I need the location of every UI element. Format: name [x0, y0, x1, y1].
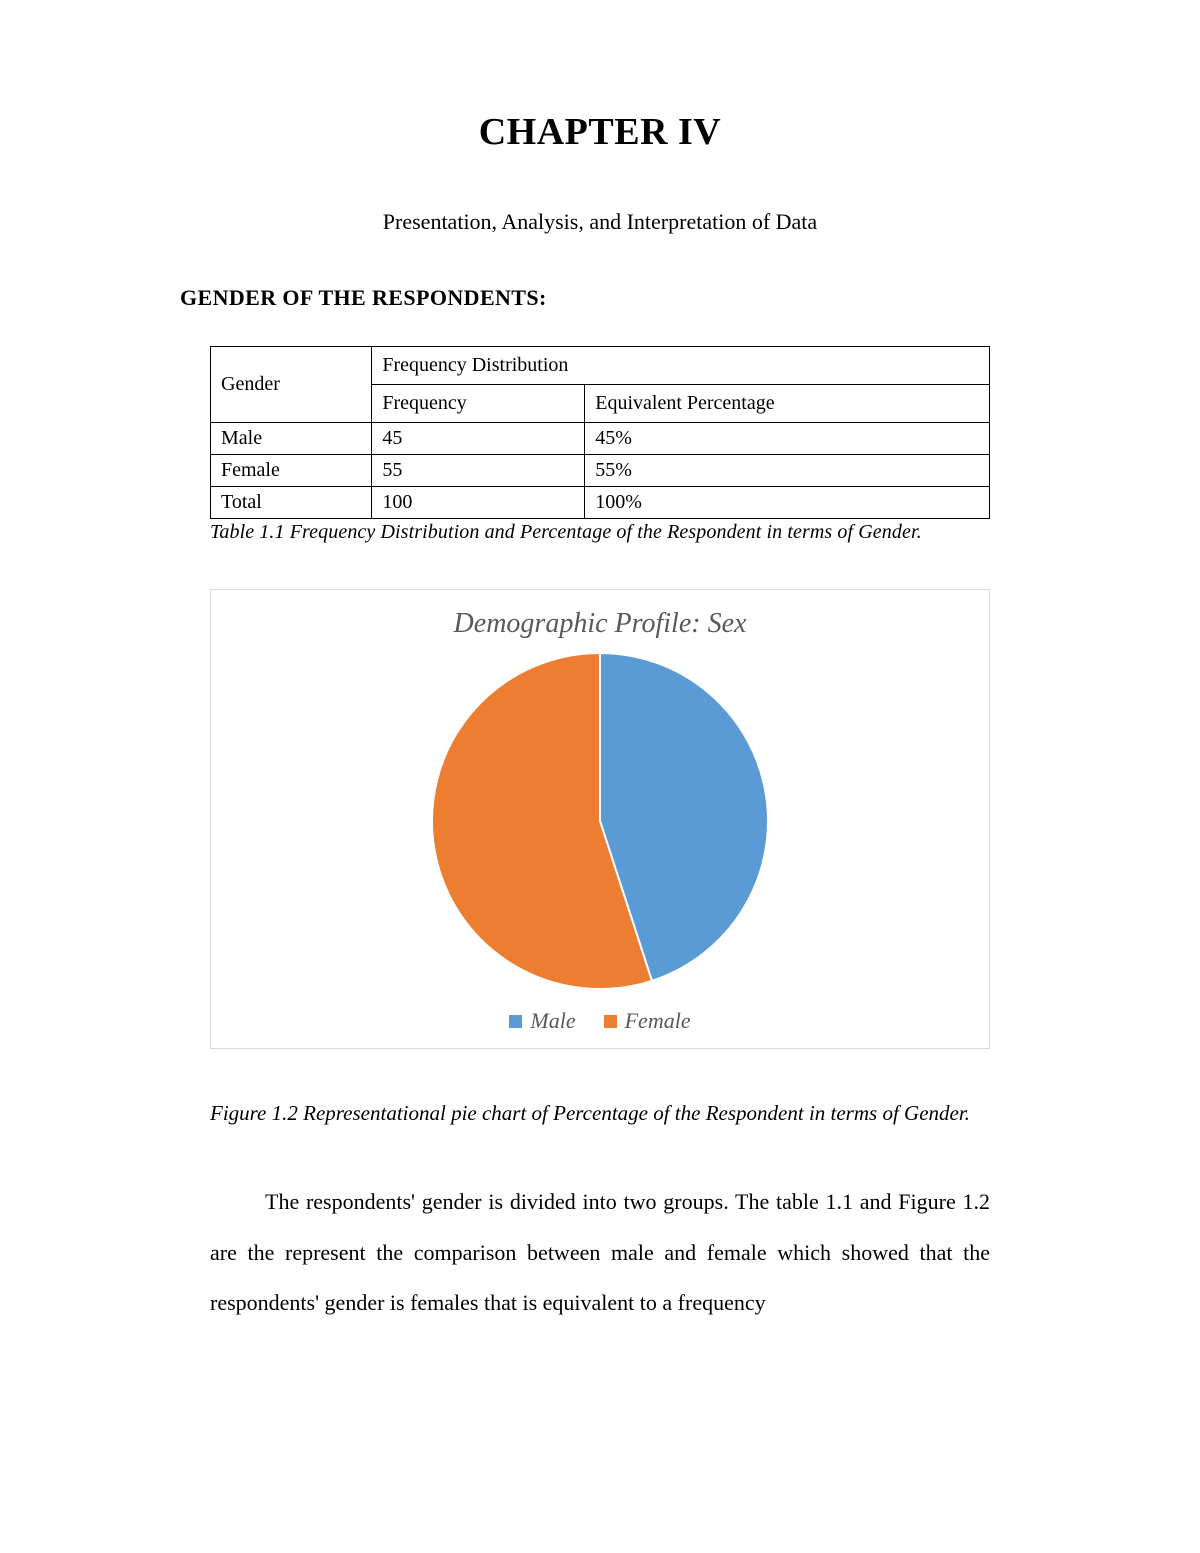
- legend-item: Male: [509, 1008, 575, 1034]
- table-header-percentage: Equivalent Percentage: [585, 385, 990, 423]
- pie-svg: [400, 646, 800, 996]
- table-cell-label: Total: [211, 487, 372, 519]
- table-cell-pct: 45%: [585, 423, 990, 455]
- chart-title: Demographic Profile: Sex: [221, 608, 979, 640]
- legend-label: Female: [625, 1008, 691, 1034]
- table-cell-freq: 55: [372, 455, 585, 487]
- body-paragraph: The respondents' gender is divided into …: [210, 1177, 990, 1329]
- table-row: Male 45 45%: [211, 423, 990, 455]
- table-cell-label: Male: [211, 423, 372, 455]
- table-row: Female 55 55%: [211, 455, 990, 487]
- table-row: Total 100 100%: [211, 487, 990, 519]
- chapter-title: CHAPTER IV: [180, 110, 1020, 154]
- document-page: CHAPTER IV Presentation, Analysis, and I…: [0, 0, 1200, 1553]
- table-caption: Table 1.1 Frequency Distribution and Per…: [210, 521, 990, 544]
- table-header-freqdist: Frequency Distribution: [372, 347, 990, 385]
- frequency-table-container: Gender Frequency Distribution Frequency …: [180, 346, 1020, 519]
- table-header-frequency: Frequency: [372, 385, 585, 423]
- table-header-gender: Gender: [211, 347, 372, 423]
- chart-legend: Male Female: [221, 1008, 979, 1034]
- table-cell-pct: 55%: [585, 455, 990, 487]
- figure-caption: Figure 1.2 Representational pie chart of…: [210, 1089, 990, 1137]
- pie-chart-container: Demographic Profile: Sex Male Female: [210, 589, 990, 1049]
- table-cell-freq: 45: [372, 423, 585, 455]
- legend-label: Male: [530, 1008, 575, 1034]
- section-heading: GENDER OF THE RESPONDENTS:: [180, 285, 1020, 311]
- table-cell-freq: 100: [372, 487, 585, 519]
- legend-swatch-icon: [509, 1015, 522, 1028]
- table-cell-pct: 100%: [585, 487, 990, 519]
- table-cell-label: Female: [211, 455, 372, 487]
- pie-chart: [221, 646, 979, 996]
- chapter-subtitle: Presentation, Analysis, and Interpretati…: [180, 209, 1020, 235]
- frequency-table: Gender Frequency Distribution Frequency …: [210, 346, 990, 519]
- legend-swatch-icon: [604, 1015, 617, 1028]
- legend-item: Female: [604, 1008, 691, 1034]
